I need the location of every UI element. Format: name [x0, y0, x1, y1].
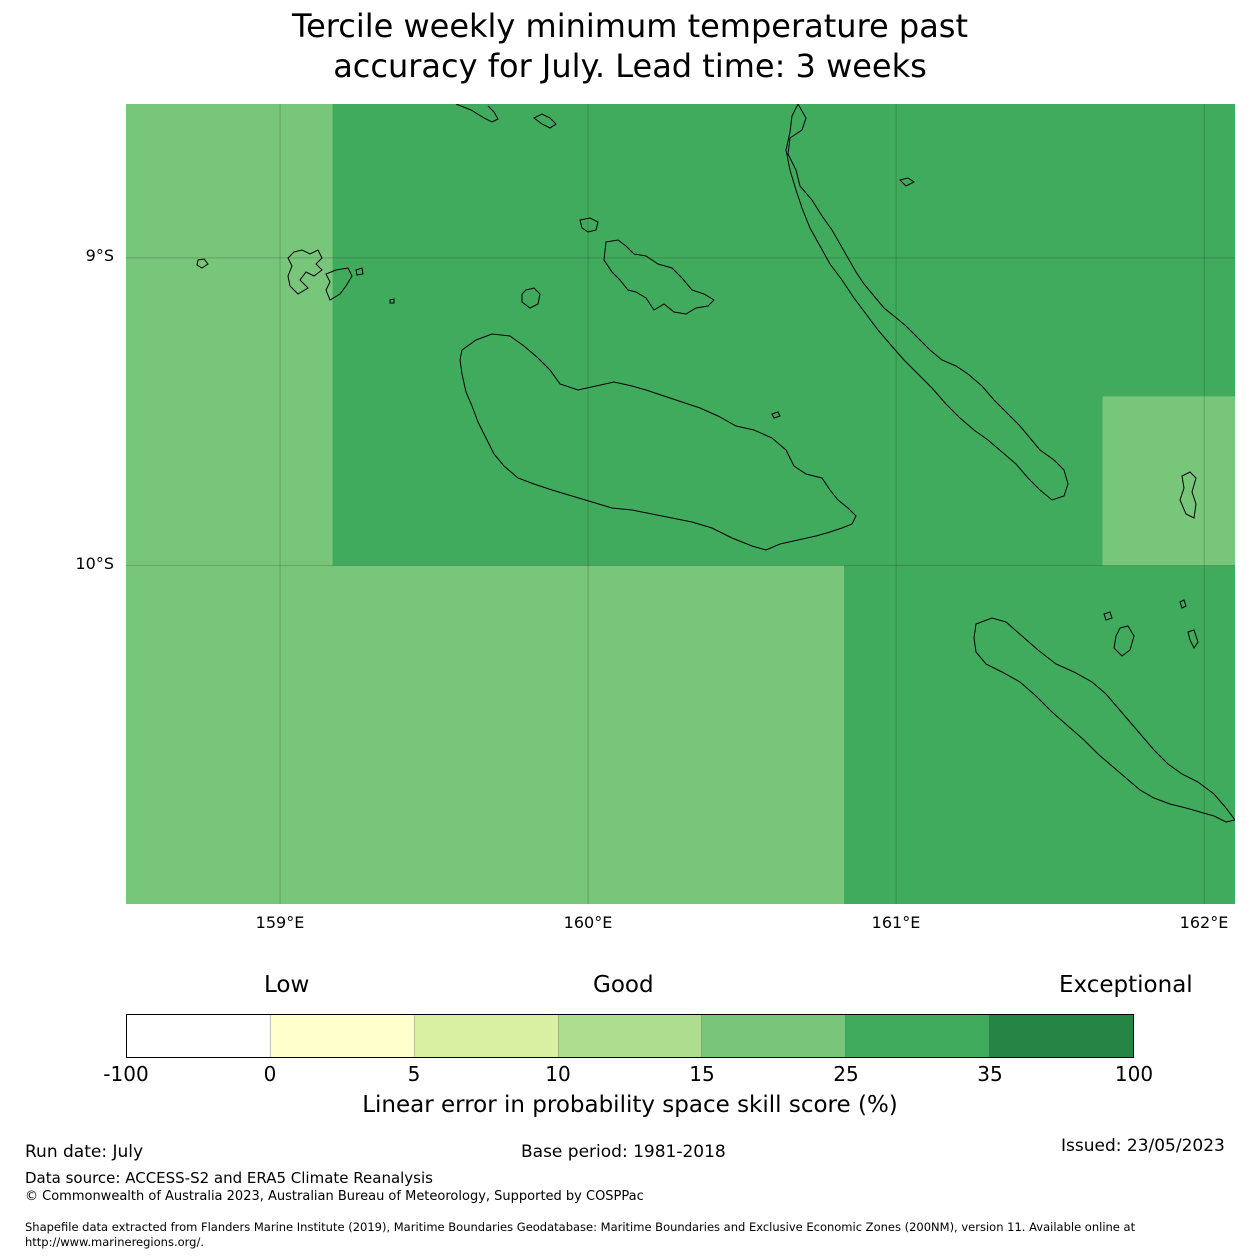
issued-date: Issued: 23/05/2023: [1061, 1136, 1225, 1156]
coastline-ugi-island: [1113, 625, 1135, 657]
coastline-makira: [973, 617, 1235, 823]
skill-region: [126, 104, 333, 566]
skill-region: [332, 104, 1235, 566]
title-line-2: accuracy for July. Lead time: 3 weeks: [333, 47, 927, 85]
colorbar-tick: 0: [263, 1062, 277, 1086]
run-date: Run date: July: [25, 1142, 144, 1162]
coastline-islet: [355, 267, 364, 276]
coastline-islet: [1187, 629, 1199, 649]
colorbar-segment: [990, 1015, 1134, 1057]
coastline-islet: [899, 177, 915, 187]
coastline-russell-islands: [287, 249, 323, 295]
coastline-islet-east: [1179, 471, 1197, 519]
lon-label-159e: 159°E: [255, 913, 305, 932]
data-source: Data source: ACCESS-S2 and ERA5 Climate …: [25, 1169, 433, 1187]
colorbar-tick: 15: [689, 1062, 715, 1086]
colorbar-segment: [558, 1015, 703, 1057]
coastline-islet-west: [196, 258, 209, 269]
coastline-islet: [1103, 611, 1113, 621]
title-line-1: Tercile weekly minimum temperature past: [291, 7, 969, 45]
lat-label-9s: 9°S: [85, 246, 114, 265]
skill-regions: [126, 104, 1235, 904]
colorbar-segment: [414, 1015, 559, 1057]
colorbar-header-good: Good: [593, 972, 654, 998]
coastline-islet: [533, 113, 557, 129]
colorbar-tick: 10: [545, 1062, 571, 1086]
coastline-nggela-islands: [603, 239, 715, 315]
coastline-malaita: [785, 104, 1069, 501]
lon-label-162e: 162°E: [1179, 913, 1229, 932]
coastline-russell-islands-east: [325, 267, 353, 301]
skill-region: [1102, 396, 1235, 566]
colorbar-header-exceptional: Exceptional: [1059, 972, 1193, 998]
lat-label-10s: 10°S: [75, 554, 114, 573]
colorbar-segment: [846, 1015, 991, 1057]
colorbar-tick: 25: [833, 1062, 859, 1086]
lon-label-161e: 161°E: [871, 913, 921, 932]
colorbar-tick: 100: [1114, 1062, 1154, 1086]
coastline-islet: [389, 298, 395, 304]
colorbar: [126, 1014, 1134, 1058]
coastlines: [196, 104, 1235, 823]
coastline-savo-island: [521, 287, 541, 309]
coastline-islet: [1179, 599, 1187, 609]
base-period: Base period: 1981-2018: [521, 1142, 726, 1162]
gridlines: [126, 104, 1235, 904]
lon-label-160e: 160°E: [563, 913, 613, 932]
coastline-guadalcanal: [459, 333, 857, 551]
colorbar-tick: 5: [407, 1062, 421, 1086]
colorbar-segment: [127, 1015, 271, 1057]
colorbar-label: Linear error in probability space skill …: [362, 1092, 898, 1118]
shapefile-credit-line-2: http://www.marineregions.org/.: [25, 1235, 204, 1249]
map-canvas: [126, 104, 1235, 904]
coastline-florida-islands: [455, 104, 499, 123]
coastline-islet: [579, 217, 599, 233]
skill-region: [843, 565, 1235, 904]
shapefile-credit-line-1: Shapefile data extracted from Flanders M…: [25, 1220, 1136, 1234]
colorbar-tick: 35: [977, 1062, 1003, 1086]
skill-region: [126, 565, 844, 904]
coastline-islet: [771, 411, 781, 419]
colorbar-segment: [702, 1015, 847, 1057]
copyright: © Commonwealth of Australia 2023, Austra…: [25, 1189, 644, 1204]
map-title: Tercile weekly minimum temperature past …: [0, 6, 1260, 86]
colorbar-header-low: Low: [264, 972, 310, 998]
skill-map: [126, 104, 1235, 904]
colorbar-tick: -100: [103, 1062, 149, 1086]
colorbar-segment: [270, 1015, 415, 1057]
